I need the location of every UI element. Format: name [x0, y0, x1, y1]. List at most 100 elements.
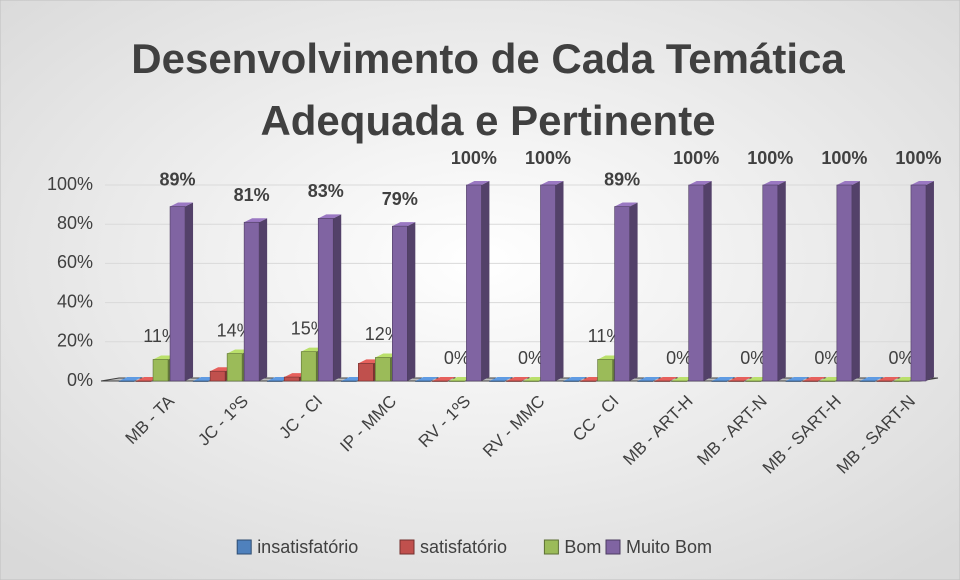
bar [745, 380, 762, 382]
bar [135, 380, 152, 382]
bar [523, 380, 539, 382]
legend-label: satisfatório [420, 537, 507, 557]
bar [392, 225, 408, 382]
data-label: 100% [747, 148, 793, 168]
data-label: 0% [444, 348, 470, 368]
data-label: 14% [217, 320, 253, 340]
bar-top [540, 181, 564, 185]
data-label: 12% [365, 324, 401, 344]
data-label: 100% [895, 148, 941, 168]
bar-top [802, 377, 826, 381]
y-tick-label: 100% [47, 174, 93, 194]
bar-top [506, 377, 530, 381]
bar [802, 380, 819, 382]
y-tick-label: 60% [57, 252, 93, 272]
bar [243, 221, 260, 382]
legend-label: Bom [564, 537, 601, 557]
bar-side [851, 181, 860, 381]
bar [341, 380, 357, 382]
bar-top [318, 214, 342, 219]
bar [466, 184, 482, 382]
bar-side [259, 218, 268, 381]
bar-side [555, 181, 564, 381]
bar [654, 380, 670, 382]
bar [226, 353, 243, 382]
data-label: 83% [308, 181, 344, 201]
data-label: 0% [666, 348, 692, 368]
bar [449, 380, 465, 382]
bar-side [777, 181, 786, 381]
bar-side [407, 222, 416, 381]
bar [563, 380, 579, 382]
bar-top [859, 377, 883, 381]
bar-side [481, 181, 490, 381]
data-label: 100% [821, 148, 867, 168]
bar [785, 380, 802, 382]
data-label: 79% [382, 189, 418, 209]
bar-top [244, 218, 268, 223]
bar [300, 351, 317, 382]
legend-swatch [399, 539, 415, 555]
y-tick-label: 40% [57, 291, 93, 311]
bar-top [432, 377, 456, 381]
bar [836, 184, 853, 382]
chart-title: Adequada e Pertinente [260, 97, 715, 144]
y-tick-label: 80% [57, 213, 93, 233]
bar [317, 218, 334, 382]
bar [432, 380, 448, 382]
y-tick-label: 20% [57, 331, 93, 351]
bar-top [119, 377, 143, 381]
data-label: 0% [888, 348, 914, 368]
data-label: 100% [525, 148, 571, 168]
bar [762, 184, 779, 382]
bar [209, 370, 226, 382]
bar-top [614, 202, 638, 207]
bar-top [876, 377, 900, 381]
bar [876, 380, 893, 382]
legend-swatch [236, 539, 252, 555]
bar [375, 357, 391, 382]
bar-top [711, 377, 735, 381]
bar [489, 380, 505, 382]
bar [819, 380, 836, 382]
bar [118, 380, 135, 382]
bar [893, 380, 910, 382]
bar-top [688, 181, 712, 185]
bar-side [925, 181, 934, 381]
bar [540, 184, 556, 382]
bar [711, 380, 728, 382]
bar [910, 184, 927, 382]
bar-side [703, 181, 712, 381]
data-label: 100% [673, 148, 719, 168]
data-label: 89% [604, 169, 640, 189]
bar-top [489, 377, 513, 381]
bar-top [910, 181, 934, 185]
bar [415, 380, 431, 382]
bar [637, 380, 653, 382]
bar-top [762, 181, 786, 185]
data-label: 11% [143, 326, 178, 346]
bar-side [629, 202, 638, 381]
bar [169, 206, 186, 382]
bar [580, 380, 596, 382]
data-label: 0% [740, 348, 766, 368]
bar [506, 380, 522, 382]
bar [358, 363, 374, 382]
legend-swatch [543, 539, 559, 555]
bar [192, 380, 209, 382]
data-label: 0% [518, 348, 544, 368]
legend-swatch [605, 539, 621, 555]
bar [266, 380, 283, 382]
data-label: 15% [291, 318, 327, 338]
bar-top [728, 377, 752, 381]
data-label: 81% [234, 185, 270, 205]
data-label: 0% [814, 348, 840, 368]
bar-top [170, 202, 194, 207]
data-label: 100% [451, 148, 497, 168]
legend-label: insatisfatório [257, 537, 358, 557]
bar-top [415, 377, 439, 381]
bar-side [185, 202, 194, 381]
chart-title: Desenvolvimento de Cada Temática [131, 35, 845, 82]
bar [614, 206, 630, 382]
